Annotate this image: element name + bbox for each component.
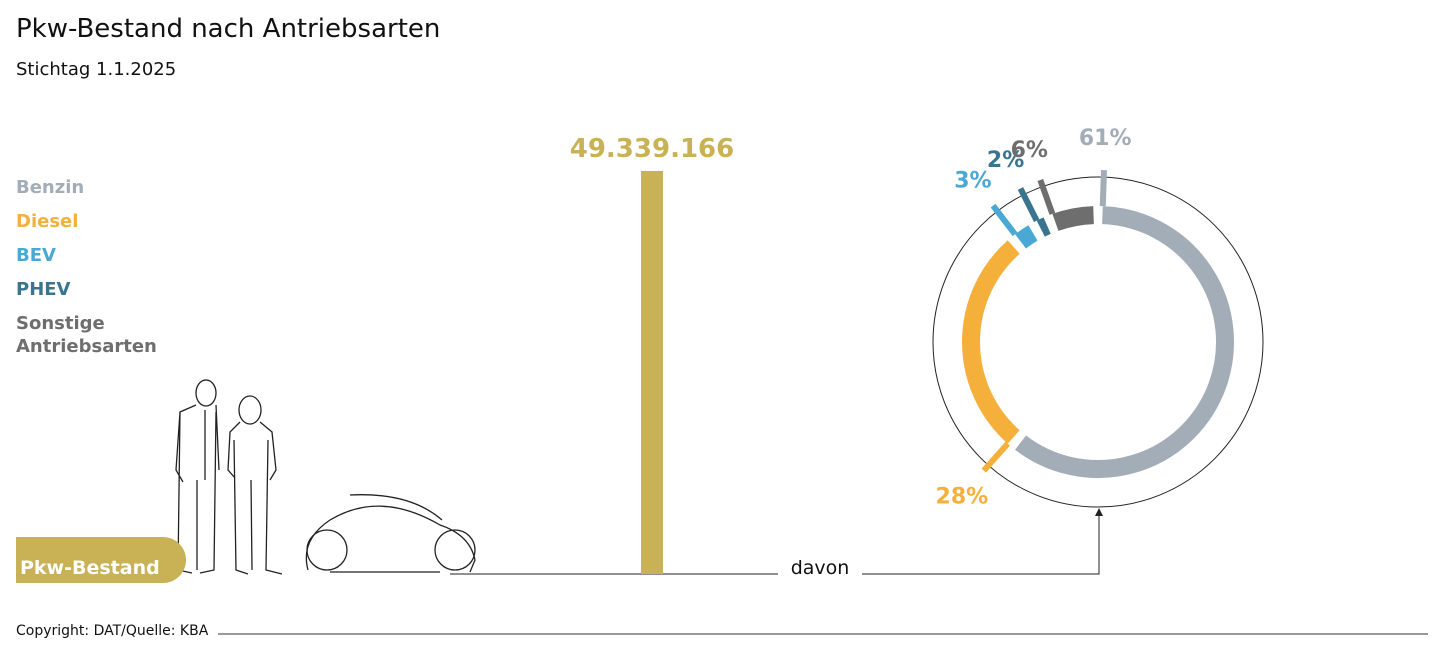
leader-line	[981, 441, 1010, 473]
leader-line	[1037, 178, 1056, 215]
connector	[862, 514, 1100, 575]
legend-entry: Benzin	[16, 177, 85, 198]
donut-segment	[1015, 206, 1234, 478]
source: Copyright: DAT/Quelle: KBA	[16, 623, 209, 639]
donut-segment	[1036, 217, 1051, 237]
bar	[641, 171, 663, 574]
illustration	[175, 379, 476, 575]
leader-line	[1017, 187, 1040, 222]
leader-line	[1099, 170, 1108, 207]
total-badge	[16, 537, 186, 583]
legend-entry: PHEV	[16, 279, 71, 300]
value-label: 49.339.166	[570, 134, 734, 164]
outer-ring	[932, 176, 1264, 508]
chart-title: Pkw-Bestand nach Antriebsarten	[16, 14, 440, 44]
annotation: davon	[791, 557, 850, 579]
value-label: 2%	[987, 148, 1024, 173]
value-label: 3%	[954, 169, 991, 194]
legend-entry: Sonstige Antriebsarten	[16, 313, 157, 357]
legend-entry: BEV	[16, 245, 56, 266]
donut-segment	[1052, 206, 1095, 231]
value-label: 61%	[1079, 126, 1132, 151]
legend-entry: Diesel	[16, 211, 79, 232]
leader-line	[990, 203, 1018, 237]
total-label: Pkw-Bestand	[20, 557, 160, 579]
connector-arrow	[1095, 508, 1103, 516]
donut-segment	[1015, 225, 1038, 249]
chart-subtitle: Stichtag 1.1.2025	[16, 59, 176, 80]
value-label: 6%	[1011, 138, 1048, 163]
legend: Benzin Diesel BEV PHEV Sonstige Antriebsarte…	[16, 176, 186, 369]
value-label: 28%	[936, 484, 989, 509]
total-badge	[16, 537, 56, 583]
donut-segment	[962, 240, 1020, 444]
